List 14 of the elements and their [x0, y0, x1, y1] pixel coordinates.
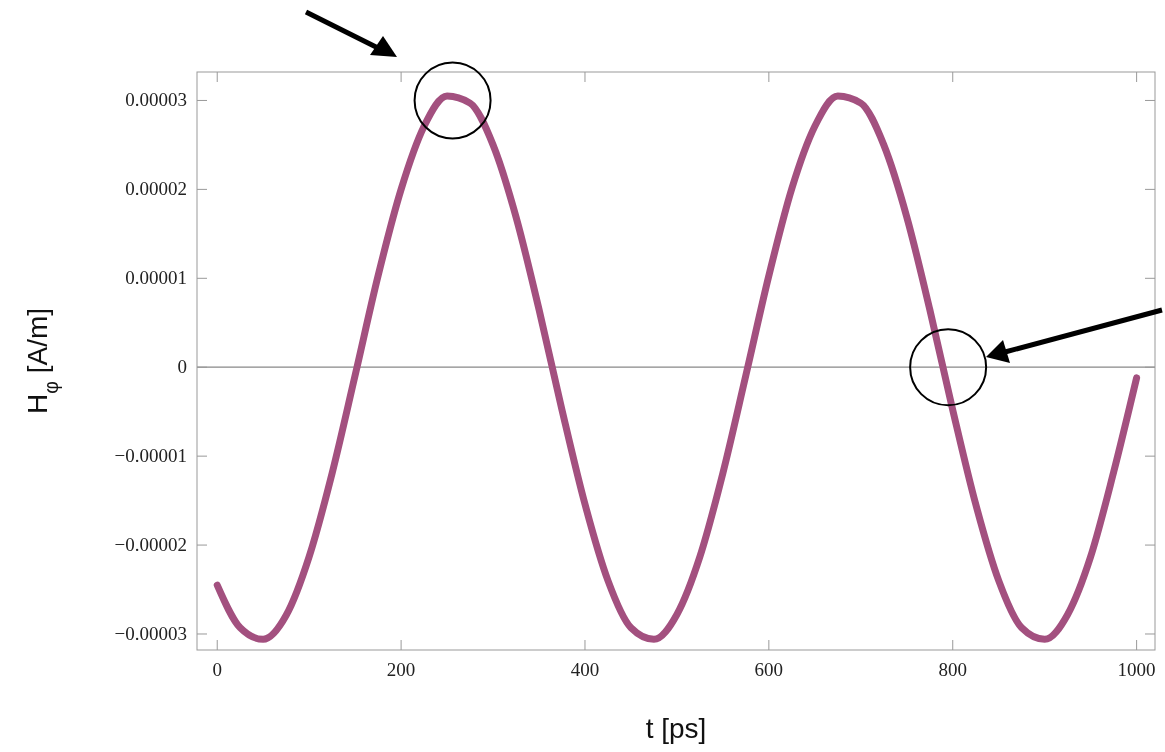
x-tick-label: 200 [386, 659, 416, 680]
y-tick-label: −0.00002 [114, 534, 187, 556]
y-tick-label: −0.00003 [114, 622, 187, 644]
y-tick-label: 0.00001 [125, 267, 187, 289]
y-tick-label: −0.00001 [114, 445, 187, 467]
x-tick-label: 0 [212, 659, 222, 680]
x-tick-label: 600 [754, 659, 784, 680]
y-tick-label: 0.00003 [125, 89, 187, 111]
x-tick-label: 1000 [1117, 659, 1156, 680]
x-axis-title: t [ps] [645, 713, 707, 744]
y-tick-label: 0 [177, 356, 187, 378]
y-tick-label: 0.00002 [125, 178, 187, 200]
x-tick-label: 800 [938, 659, 967, 680]
x-tick-label: 400 [570, 659, 600, 680]
